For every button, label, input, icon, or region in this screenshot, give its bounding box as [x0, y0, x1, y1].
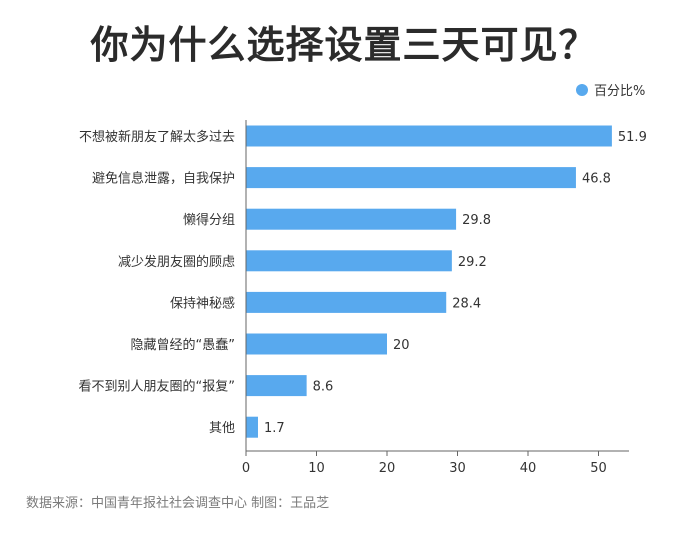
- bar: [246, 333, 387, 355]
- data-label: 8.6: [313, 380, 334, 395]
- bar: [246, 208, 457, 230]
- x-tick-label: 40: [520, 461, 537, 476]
- bar: [246, 125, 612, 147]
- category-label: 保持神秘感: [170, 295, 235, 311]
- category-label: 避免信息泄露，自我保护: [92, 171, 235, 187]
- x-tick-label: 50: [590, 461, 607, 476]
- bar: [246, 167, 576, 189]
- category-label: 减少发朋友圈的顾虑: [118, 254, 235, 270]
- legend-label: 百分比%: [594, 84, 646, 99]
- x-tick-label: 20: [379, 461, 396, 476]
- bar: [246, 416, 258, 438]
- bar: [246, 291, 447, 313]
- bar: [246, 250, 452, 272]
- category-label: 隐藏曾经的“愚蠢”: [131, 337, 235, 353]
- category-label: 其他: [209, 421, 235, 436]
- source-note: 数据来源：中国青年报社社会调查中心 制图：王品芝: [26, 496, 330, 511]
- chart-title: 你为什么选择设置三天可见？: [90, 23, 598, 67]
- data-label: 1.7: [264, 421, 285, 436]
- x-tick-label: 10: [308, 461, 325, 476]
- x-tick-label: 0: [242, 461, 250, 476]
- legend-marker: [576, 83, 588, 96]
- data-label: 29.8: [462, 213, 491, 228]
- data-label: 29.2: [458, 255, 487, 270]
- bar: [246, 375, 307, 397]
- category-label: 不想被新朋友了解太多过去: [79, 129, 235, 145]
- data-label: 46.8: [582, 172, 611, 187]
- x-tick-label: 30: [449, 461, 466, 476]
- category-label: 看不到别人朋友圈的“报复”: [79, 379, 235, 395]
- legend: 百分比%: [576, 80, 645, 99]
- data-label: 20: [393, 338, 410, 353]
- category-label: 懒得分组: [183, 212, 235, 228]
- data-label: 28.4: [452, 296, 481, 311]
- data-label: 51.9: [618, 130, 647, 145]
